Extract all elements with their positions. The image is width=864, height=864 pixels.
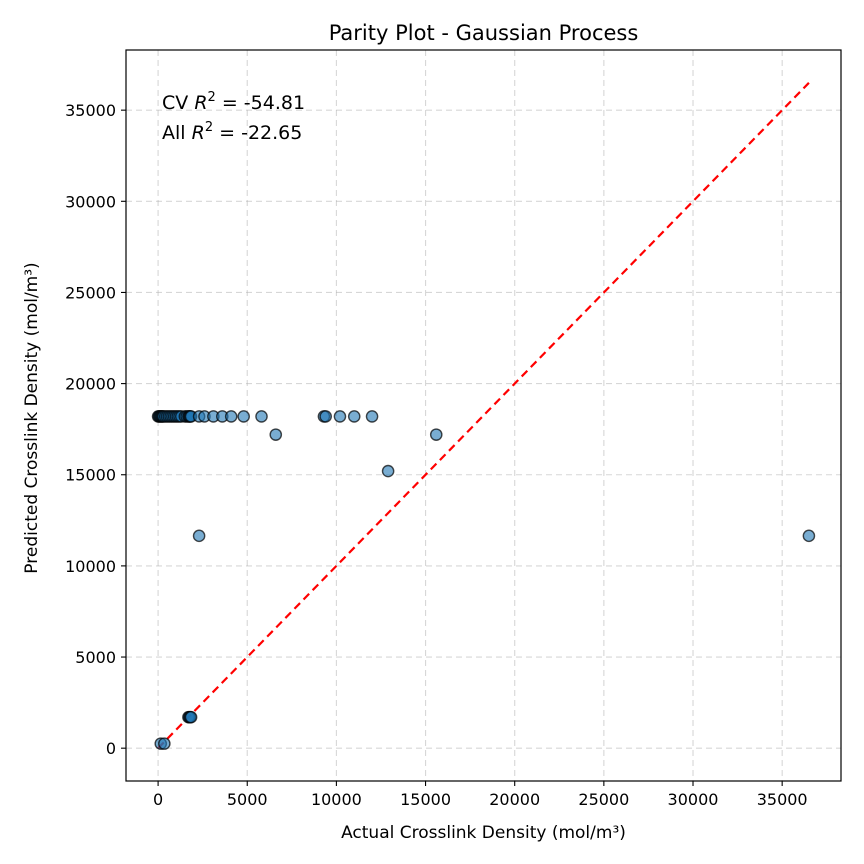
data-point [269,428,283,441]
data-point [158,737,171,750]
grid [126,50,841,781]
x-tick-label: 25000 [578,790,629,809]
data-point [184,710,198,724]
data-point [802,529,816,543]
y-tick-label: 35000 [65,101,116,120]
y-tick-label: 20000 [65,375,116,394]
x-tick-label: 35000 [757,790,808,809]
y-axis-label: Predicted Crosslink Density (mol/m³) [22,262,42,573]
data-point [224,410,238,423]
all-r2-prefix: All [162,122,192,144]
cv-r2-prefix: CV [162,92,194,114]
y-tick-label: 10000 [65,557,116,576]
x-axis-label: Actual Crosslink Density (mol/m³) [341,823,626,843]
x-tick-label: 0 [153,790,163,809]
all-r2-value: = -22.65 [213,122,302,144]
all-r2-exponent: 2 [205,120,213,135]
data-point [237,410,250,423]
plot-frame [125,49,842,782]
cv-r2-exponent: 2 [208,90,216,105]
data-point [365,410,379,423]
y-tick-label: 25000 [65,283,116,302]
data-point [333,410,347,423]
y-tick-label: 30000 [65,192,116,211]
data-point [429,428,443,441]
x-tick-label: 30000 [668,790,719,809]
cv-r2-symbol: R [194,92,207,114]
cv-r2-value: = -54.81 [216,92,305,114]
y-tick-label: 0 [106,739,116,758]
chart-title: Parity Plot - Gaussian Process [329,21,639,45]
y-tick-label: 5000 [75,648,116,667]
x-tick-label: 20000 [489,790,540,809]
data-point [255,410,268,423]
data-point [381,464,395,478]
scatter-points [151,410,816,750]
all-r2-symbol: R [192,122,205,144]
x-tick-label: 10000 [311,790,362,809]
all-r2-annotation: All R2 = -22.65 [162,120,302,144]
data-point [192,529,206,543]
y-axis-ticks: 0 5000 10000 15000 20000 25000 30000 35000 [65,101,126,758]
x-tick-label: 5000 [227,790,268,809]
x-tick-label: 15000 [400,790,451,809]
cv-r2-annotation: CV R2 = -54.81 [162,90,305,114]
x-axis-ticks: 0 5000 10000 15000 20000 25000 30000 35000 [153,781,808,809]
y-tick-label: 15000 [65,466,116,485]
data-point [347,410,361,423]
data-point [319,410,333,423]
